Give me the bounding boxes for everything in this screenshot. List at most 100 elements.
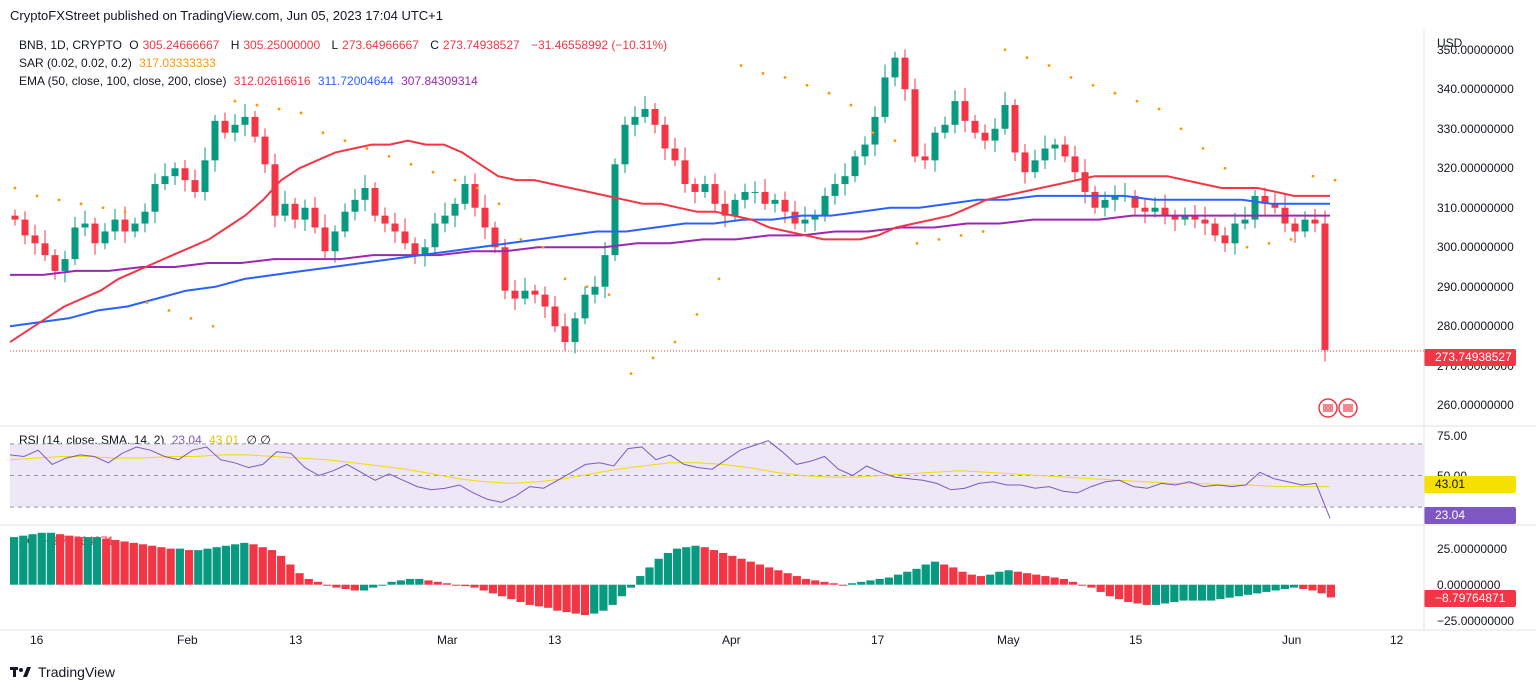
- candle: [181, 168, 189, 181]
- ao-bar: [663, 552, 672, 585]
- candle: [1201, 219, 1209, 224]
- time-tick-label: 16: [30, 633, 44, 647]
- ao-bar: [332, 584, 341, 588]
- candle: [991, 128, 999, 141]
- candle: [1231, 223, 1239, 244]
- candle: [761, 191, 769, 204]
- rsi-tag: 23.04: [1424, 507, 1516, 524]
- candle: [191, 180, 199, 192]
- ao-bar: [286, 564, 295, 585]
- rsi-tick-label: 75.00: [1437, 428, 1468, 443]
- candle: [161, 176, 169, 185]
- candle: [501, 247, 509, 291]
- candle: [971, 120, 979, 133]
- sar-dot: [1245, 245, 1249, 249]
- candle: [101, 231, 109, 244]
- ao-bar: [470, 584, 479, 588]
- candle: [571, 318, 579, 343]
- candle: [141, 211, 149, 224]
- ao-bar: [571, 584, 580, 614]
- sar-dot: [1267, 241, 1271, 245]
- candle: [1081, 172, 1089, 192]
- sar-dot: [343, 139, 347, 143]
- ao-bar: [1068, 581, 1078, 585]
- sar-dot: [871, 131, 875, 135]
- sar-dot: [607, 293, 611, 297]
- ao-bar: [976, 576, 986, 585]
- candle: [831, 184, 839, 196]
- ao-bar: [396, 580, 405, 585]
- ao-bar: [829, 583, 838, 585]
- ao-bar: [405, 578, 415, 585]
- ao-bar: [46, 532, 56, 585]
- ao-bar: [608, 584, 617, 605]
- ao-tick-label: 0.00000000: [1437, 577, 1501, 592]
- price-tick-label: 280.00000000: [1437, 319, 1514, 334]
- candle: [541, 294, 549, 307]
- ao-bar: [525, 584, 534, 605]
- ao-bar: [461, 584, 470, 587]
- high-label: H: [230, 38, 240, 52]
- sar-dot: [35, 194, 39, 198]
- ao-bar: [304, 578, 313, 585]
- ao-bar: [1280, 584, 1289, 590]
- candle: [11, 215, 19, 220]
- candle: [861, 144, 869, 157]
- candle: [341, 211, 349, 232]
- candle: [151, 184, 159, 212]
- publisher-line: CryptoFXStreet published on TradingView.…: [10, 8, 443, 23]
- ao-bar: [10, 537, 19, 585]
- candle: [371, 188, 379, 216]
- candle: [1161, 207, 1169, 216]
- ao-bar: [636, 576, 645, 585]
- candle: [441, 215, 449, 224]
- candle: [21, 219, 29, 236]
- candle: [551, 306, 559, 327]
- candle: [591, 286, 599, 295]
- close-label: C: [430, 38, 439, 52]
- candle: [531, 290, 539, 295]
- ao-bar: [323, 584, 332, 586]
- price-tick-label: 340.00000000: [1437, 82, 1514, 97]
- candle: [891, 57, 899, 78]
- candle: [1271, 203, 1279, 208]
- sar-dot: [673, 340, 677, 344]
- ao-bar: [184, 550, 194, 585]
- sar-dot: [981, 230, 985, 233]
- ao-bar: [1207, 584, 1216, 601]
- sar-dot: [1311, 174, 1315, 178]
- candle: [791, 211, 799, 224]
- ao-bar: [1243, 584, 1253, 595]
- ao-bar: [1308, 584, 1317, 591]
- ao-bar: [921, 564, 930, 585]
- sar-dot: [695, 313, 699, 316]
- ao-bar: [28, 534, 37, 585]
- ao-bar: [56, 534, 65, 585]
- sar-dot: [915, 241, 919, 245]
- open-value: 305.24666667: [142, 38, 220, 52]
- candle: [1301, 219, 1309, 232]
- ao-bar: [1188, 584, 1197, 601]
- sar-dot: [1003, 48, 1007, 52]
- price-tick-label: 260.00000000: [1437, 398, 1514, 413]
- candle: [421, 247, 429, 256]
- candle: [1111, 195, 1119, 200]
- ao-bar: [359, 584, 369, 591]
- sar-dot: [167, 309, 171, 312]
- ao-bar: [590, 584, 599, 614]
- candle: [781, 199, 789, 212]
- time-tick-label: Mar: [437, 633, 458, 647]
- ao-bar: [1289, 584, 1299, 588]
- candle: [1261, 195, 1269, 204]
- candle: [981, 132, 989, 141]
- ao-bar: [1170, 584, 1179, 603]
- price-tick-label: 290.00000000: [1437, 279, 1514, 294]
- sar-dot: [1333, 178, 1337, 182]
- sar-dot: [299, 111, 303, 115]
- candle: [1011, 105, 1019, 153]
- ao-bar: [1151, 584, 1161, 605]
- ao-bar: [1225, 584, 1234, 598]
- candle: [1061, 144, 1069, 157]
- candle: [1291, 223, 1299, 232]
